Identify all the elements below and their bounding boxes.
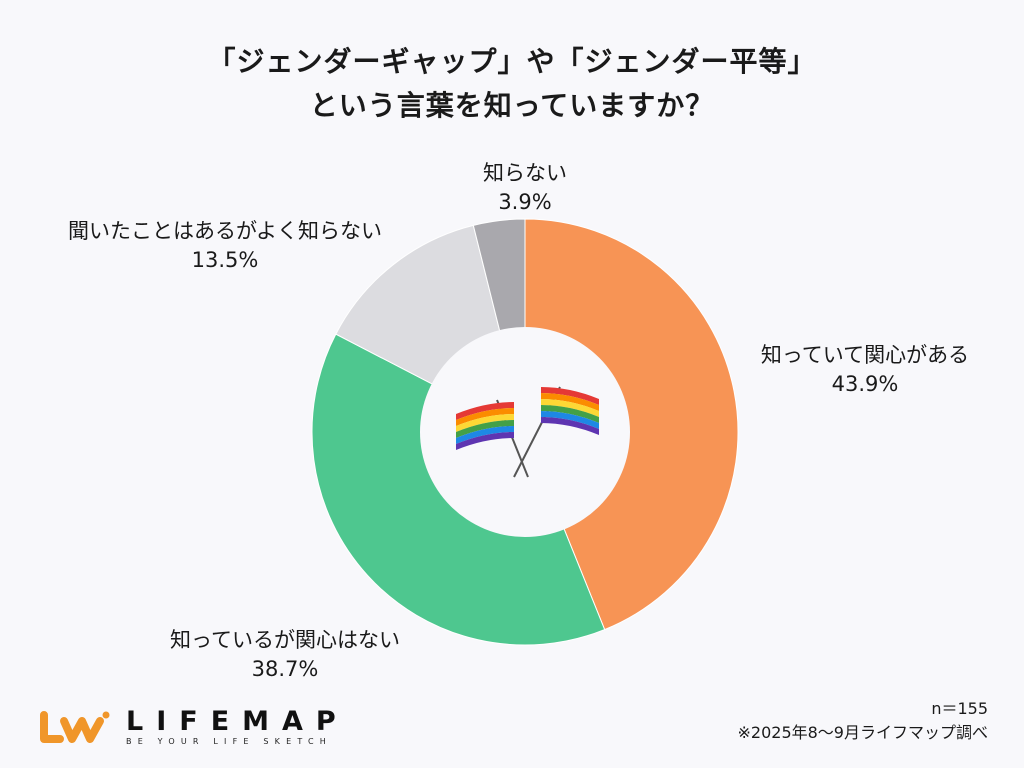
label-known-interested: 知っていて関心がある 43.9%	[735, 341, 995, 399]
label-known-interested-name: 知っていて関心がある	[760, 343, 970, 367]
lifemap-logo: LIFEMAP BE YOUR LIFE SKETCH	[40, 708, 349, 748]
footer-notes: n＝155 ※2025年8～9月ライフマップ調べ	[738, 697, 989, 745]
donut-hole	[420, 327, 630, 537]
label-unknown: 知らない 3.9%	[420, 159, 630, 217]
label-known-not-interested-value: 38.7%	[251, 657, 319, 681]
label-unknown-value: 3.9%	[498, 190, 552, 214]
chart-title-line2: という言葉を知っていますか？	[309, 89, 715, 122]
label-heard-not-well-known: 聞いたことはあるがよく知らない 13.5%	[40, 217, 410, 275]
crossed-rainbow-flags-icon	[456, 386, 599, 478]
label-known-not-interested: 知っているが関心はない 38.7%	[135, 626, 435, 684]
donut-slice	[524, 218, 739, 631]
label-unknown-name: 知らない	[483, 161, 567, 185]
survey-source: ※2025年8～9月ライフマップ調べ	[737, 723, 989, 742]
lifemap-logo-mark-icon	[40, 711, 110, 743]
label-heard-name: 聞いたことはあるがよく知らない	[68, 219, 382, 243]
logo-tagline: BE YOUR LIFE SKETCH	[126, 737, 333, 746]
label-known-interested-value: 43.9%	[831, 372, 899, 396]
label-heard-value: 13.5%	[191, 248, 259, 272]
label-known-not-interested-name: 知っているが関心はない	[170, 628, 400, 652]
logo-name: LIFEMAP	[126, 706, 349, 737]
chart-title-line1: 「ジェンダーギャップ」や「ジェンダー平等」	[207, 45, 817, 78]
sample-size: n＝155	[931, 699, 988, 718]
chart-title: 「ジェンダーギャップ」や「ジェンダー平等」 という言葉を知っていますか？	[0, 40, 1024, 128]
